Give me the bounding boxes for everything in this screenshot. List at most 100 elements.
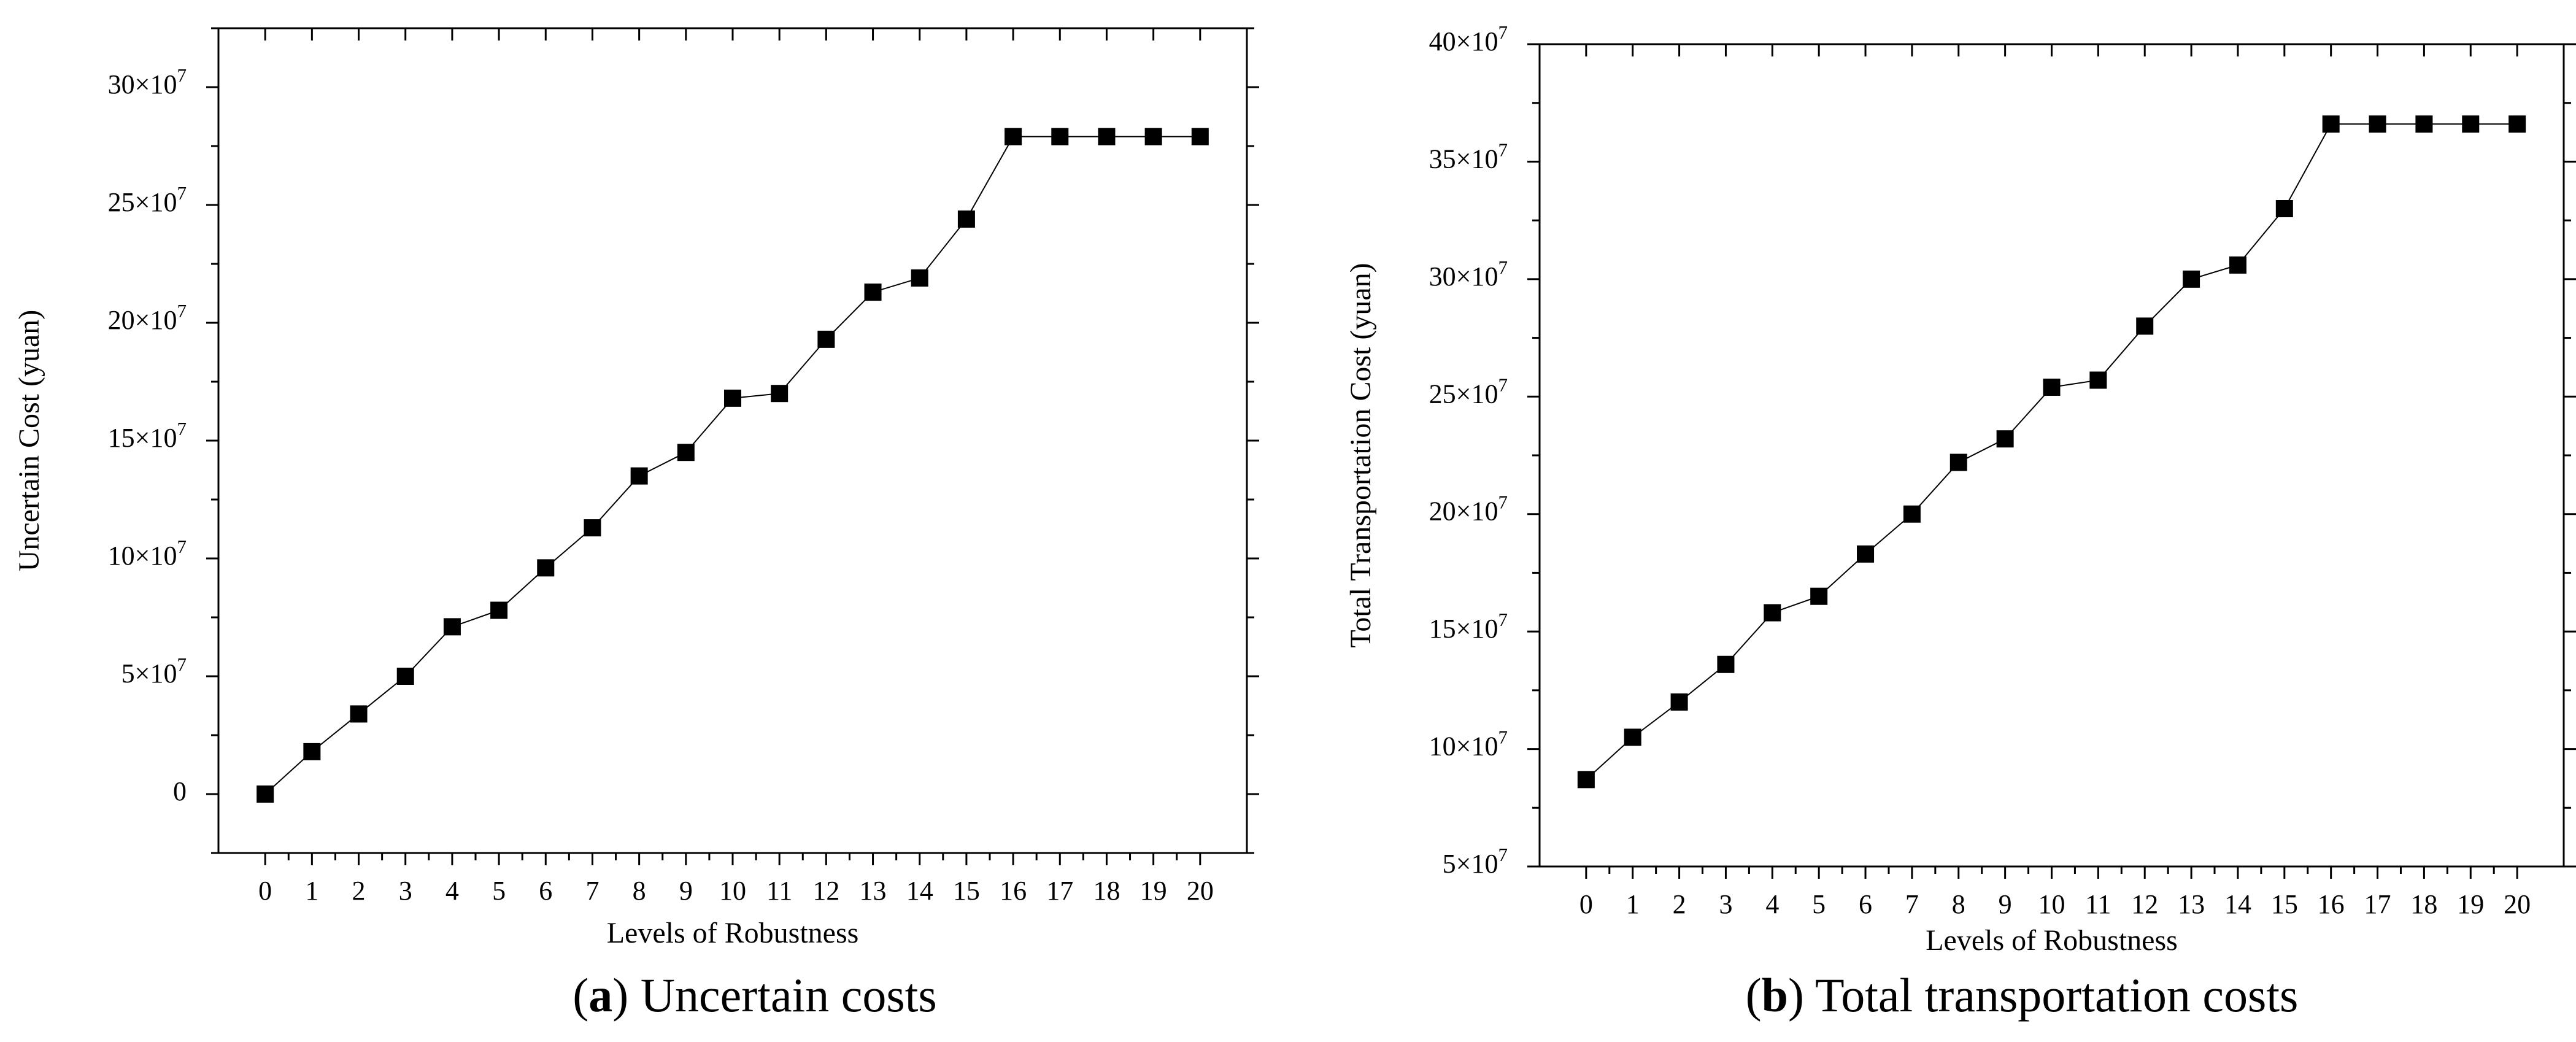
x-tick-label: 9 xyxy=(1999,889,2012,919)
x-tick-label: 0 xyxy=(1579,889,1593,919)
series-line xyxy=(1586,123,2518,781)
data-point xyxy=(2275,200,2293,217)
y-tick-label: 25×107 xyxy=(1429,374,1508,409)
chart-panel-a: 0 5×107 10×107 15×107 20×107 25×107 30×107 0 1 2 3… xyxy=(13,27,1259,1022)
x-tick-label: 8 xyxy=(1952,889,1965,919)
data-point xyxy=(2136,317,2154,335)
y-tick-label: 30×107 xyxy=(108,64,187,99)
data-point xyxy=(1996,430,2014,448)
y-tick-label: 5×107 xyxy=(121,654,187,689)
figure-caption: (a) Uncertain costs xyxy=(573,968,936,1022)
plot-frame xyxy=(217,27,1248,854)
x-tick-label: 18 xyxy=(1093,876,1120,906)
data-point xyxy=(1624,728,1641,746)
x-tick-label: 1 xyxy=(1626,889,1640,919)
data-point xyxy=(2043,378,2061,396)
data-point xyxy=(630,467,648,485)
data-point xyxy=(2462,115,2480,133)
y-tick-label: 25×107 xyxy=(108,182,187,217)
data-point xyxy=(1005,128,1022,145)
x-tick-label: 3 xyxy=(399,876,412,906)
data-point xyxy=(911,269,928,287)
y-tick-label: 15×107 xyxy=(108,418,187,453)
x-tick-label: 20 xyxy=(2504,889,2531,919)
x-tick-label: 18 xyxy=(2410,889,2437,919)
data-point xyxy=(350,705,368,723)
data-point xyxy=(1098,128,1116,145)
x-tick-label: 7 xyxy=(585,876,599,906)
x-tick-label: 16 xyxy=(1000,876,1027,906)
x-tick-label: 16 xyxy=(2318,889,2345,919)
x-tick-label: 17 xyxy=(2364,889,2391,919)
x-tick-label: 6 xyxy=(1859,889,1872,919)
data-point xyxy=(443,618,461,636)
data-point xyxy=(1144,128,1162,145)
x-tick-label: 17 xyxy=(1046,876,1073,906)
x-tick-label: 5 xyxy=(1812,889,1826,919)
data-point xyxy=(2509,115,2526,133)
x-tick-label: 15 xyxy=(953,876,980,906)
data-point xyxy=(864,284,882,301)
x-tick-label: 14 xyxy=(2224,889,2251,919)
x-tick-label: 13 xyxy=(860,876,887,906)
y-tick-label: 20×107 xyxy=(1429,492,1508,527)
x-tick-label: 2 xyxy=(1673,889,1686,919)
x-tick-label: 10 xyxy=(2038,889,2065,919)
data-point xyxy=(957,210,975,228)
y-tick-label: 15×107 xyxy=(1429,609,1508,644)
x-tick-label: 10 xyxy=(719,876,746,906)
data-point xyxy=(2229,256,2246,274)
y-tick-label: 20×107 xyxy=(108,300,187,335)
x-tick-label: 15 xyxy=(2271,889,2298,919)
x-tick-label: 19 xyxy=(1140,876,1167,906)
x-tick-label: 5 xyxy=(492,876,506,906)
y-axis-label: Uncertain Cost (yuan) xyxy=(13,310,45,572)
data-point xyxy=(817,330,835,348)
x-tick-label: 12 xyxy=(2131,889,2158,919)
x-tick-label: 14 xyxy=(906,876,933,906)
data-point xyxy=(2369,115,2386,133)
y-tick-label: 30×107 xyxy=(1429,257,1508,291)
y-tick-label: 0 xyxy=(173,776,187,806)
data-point xyxy=(1810,587,1828,605)
chart-panel-b: 5×107 10×107 15×107 20×107 25×107 30×107 35×10… xyxy=(1344,21,2576,1022)
y-axis-label: Total Transportation Cost (yuan) xyxy=(1344,263,1377,647)
data-point xyxy=(1903,505,1921,523)
x-tick-label: 9 xyxy=(679,876,693,906)
data-point xyxy=(1051,128,1069,145)
x-tick-label: 6 xyxy=(539,876,552,906)
data-point xyxy=(771,385,789,403)
x-tick-label: 12 xyxy=(812,876,839,906)
x-tick-label: 20 xyxy=(1187,876,1214,906)
x-axis-label: Levels of Robustness xyxy=(1926,924,2178,957)
y-tick-label: 10×107 xyxy=(1429,727,1508,762)
x-tick-label: 2 xyxy=(352,876,366,906)
data-point xyxy=(256,785,274,803)
x-tick-label: 4 xyxy=(1765,889,1779,919)
data-point xyxy=(303,743,321,760)
data-point xyxy=(1764,604,1781,622)
series-line xyxy=(264,136,1200,795)
x-tick-label: 3 xyxy=(1719,889,1732,919)
x-tick-label: 7 xyxy=(1905,889,1919,919)
data-point xyxy=(677,444,695,461)
data-point xyxy=(1191,128,1209,145)
y-tick-label: 10×107 xyxy=(108,536,187,571)
data-point xyxy=(537,559,555,577)
plot-frame xyxy=(1538,43,2565,868)
x-tick-label: 11 xyxy=(766,876,792,906)
data-point xyxy=(1577,771,1595,789)
data-point xyxy=(1717,655,1735,673)
x-tick-label: 8 xyxy=(633,876,646,906)
data-point xyxy=(2183,270,2200,288)
x-tick-label: 11 xyxy=(2085,889,2111,919)
y-tick-label: 35×107 xyxy=(1429,139,1508,174)
y-tick-label: 40×107 xyxy=(1429,21,1508,56)
data-point xyxy=(724,389,741,407)
x-tick-label: 0 xyxy=(258,876,272,906)
data-point xyxy=(2415,115,2433,133)
x-axis-label: Levels of Robustness xyxy=(607,917,859,949)
x-tick-label: 4 xyxy=(445,876,459,906)
figure-caption: (b) Total transportation costs xyxy=(1746,968,2299,1022)
